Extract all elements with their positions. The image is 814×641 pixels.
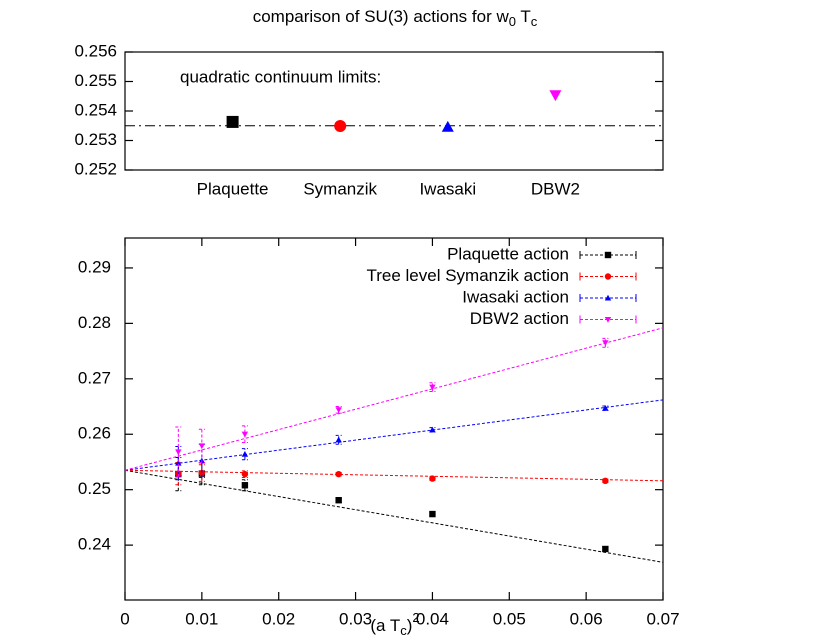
fit-line: [124, 469, 664, 563]
x-tick-label: Symanzik: [303, 179, 377, 198]
marker: [335, 436, 342, 443]
y-tick-label: 0.256: [74, 41, 117, 60]
y-tick-label: 0.28: [78, 313, 111, 332]
y-tick-label: 0.27: [78, 368, 111, 387]
legend-sample: [579, 251, 637, 259]
x-axis-label: (a Tc)2: [370, 610, 419, 638]
y-tick-label: 0.29: [78, 257, 111, 276]
x-tick-label: Plaquette: [197, 179, 269, 198]
marker: [604, 273, 612, 280]
marker: [335, 497, 342, 504]
chart-title: comparison of SU(3) actions for w0 Tc: [253, 7, 538, 29]
marker: [549, 90, 562, 102]
legend-sample: [579, 315, 637, 324]
x-tick-label: 0.03: [339, 609, 372, 628]
legend-sample: [579, 294, 637, 302]
marker: [602, 545, 609, 553]
marker: [198, 469, 206, 477]
error-bar: [175, 426, 182, 478]
marker: [241, 451, 249, 457]
y-tick-label: 0.26: [78, 424, 111, 443]
legend-label: DBW2 action: [470, 309, 569, 328]
x-tick-label: 0.07: [646, 609, 679, 628]
marker: [241, 482, 249, 489]
legend-label: Plaquette action: [447, 244, 569, 263]
title-part: comparison of SU(3) actions for w: [253, 7, 510, 26]
y-tick-label: 0.255: [74, 71, 117, 90]
marker: [241, 470, 249, 478]
legend-label: Iwasaki action: [462, 287, 569, 306]
title-part: T: [516, 7, 531, 26]
y-tick-label: 0.254: [74, 100, 117, 119]
marker: [604, 251, 612, 259]
marker: [602, 477, 609, 485]
xlabel-sub: c: [400, 623, 407, 638]
marker: [241, 431, 249, 438]
marker: [429, 510, 436, 518]
xlabel-part: ): [407, 616, 413, 635]
x-tick-label: 0.01: [185, 609, 218, 628]
marker: [335, 470, 342, 478]
marker: [334, 120, 347, 133]
x-tick-label: 0.02: [262, 609, 295, 628]
marker: [198, 443, 206, 450]
marker: [175, 459, 182, 466]
marker: [429, 475, 436, 482]
marker: [429, 384, 436, 391]
bottom-frame: [124, 237, 664, 601]
x-tick-label: 0: [120, 609, 129, 628]
title-sub: 0: [509, 14, 516, 29]
x-tick-label: 0.06: [570, 609, 603, 628]
x-tick-label: Iwasaki: [419, 179, 476, 198]
y-tick-label: 0.252: [74, 159, 117, 178]
marker: [335, 407, 342, 414]
marker: [602, 340, 609, 346]
marker: [441, 120, 454, 132]
fit-line: [124, 399, 664, 471]
title-sub: c: [531, 14, 538, 29]
xlabel-part: (a T: [370, 616, 400, 635]
marker: [602, 404, 609, 411]
fit-line: [124, 469, 664, 482]
legend-label: Tree level Symanzik action: [366, 266, 569, 285]
y-tick-label: 0.253: [74, 130, 117, 149]
x-tick-label: DBW2: [531, 179, 580, 198]
fit-line: [124, 327, 664, 471]
error-bar: [241, 425, 248, 444]
xlabel-sup: 2: [412, 610, 419, 625]
marker: [604, 294, 612, 301]
marker: [175, 449, 182, 456]
legend-sample: [579, 272, 637, 281]
x-tick-label: 0.05: [493, 609, 526, 628]
marker: [226, 115, 239, 128]
x-tick-label: 0.04: [416, 609, 449, 628]
marker: [429, 426, 436, 433]
annotation: quadratic continuum limits:: [180, 67, 381, 86]
marker: [604, 316, 612, 323]
y-tick-label: 0.24: [78, 535, 111, 554]
y-tick-label: 0.25: [78, 479, 111, 498]
